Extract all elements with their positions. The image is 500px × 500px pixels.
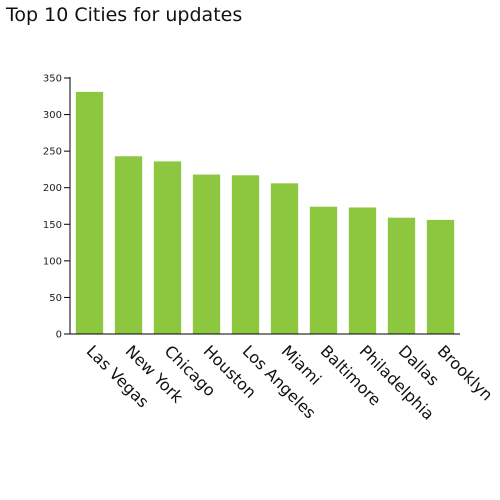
bar <box>114 156 143 334</box>
bar <box>426 219 455 334</box>
bar <box>153 161 182 334</box>
y-tick-label: 200 <box>43 183 62 194</box>
chart-title: Top 10 Cities for updates <box>6 4 243 26</box>
bar <box>270 183 299 334</box>
bar <box>309 206 338 334</box>
bars <box>75 91 455 334</box>
y-tick-label: 250 <box>43 147 62 158</box>
y-tick-label: 0 <box>56 330 62 341</box>
y-tick-label: 100 <box>43 256 62 267</box>
y-tick-label: 300 <box>43 110 62 121</box>
y-axis: 0 50 100 150 200 250 300 350 <box>43 74 71 341</box>
y-tick-label: 50 <box>49 293 62 304</box>
bar <box>231 175 260 334</box>
bar <box>192 174 221 334</box>
y-tick-label: 350 <box>43 74 62 85</box>
bar <box>387 217 416 334</box>
y-tick-label: 150 <box>43 220 62 231</box>
x-tick-label: Brooklyn <box>434 341 497 404</box>
bar <box>348 207 377 334</box>
bar <box>75 91 104 334</box>
